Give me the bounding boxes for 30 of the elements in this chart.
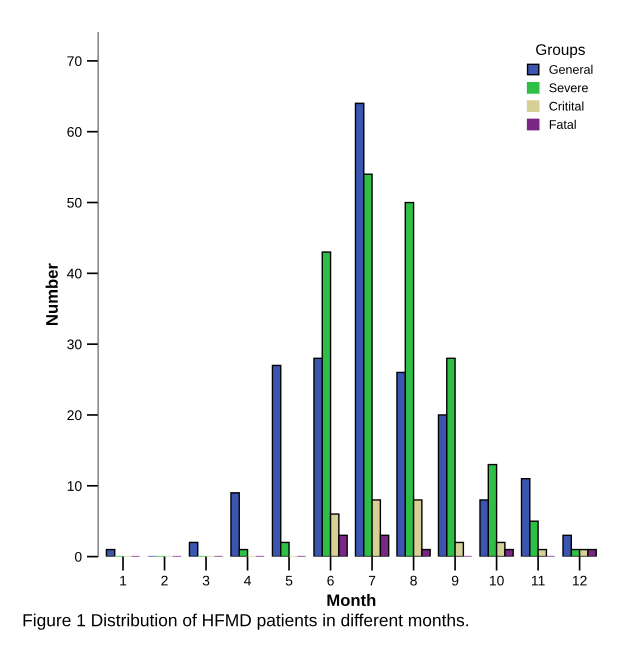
legend-label: General xyxy=(549,64,592,74)
x-tick-label: 5 xyxy=(286,576,292,586)
x-tick-label: 11 xyxy=(532,576,545,586)
x-tick-label: 3 xyxy=(202,576,210,586)
x-tick-label: 6 xyxy=(327,576,334,586)
y-tick-label: 40 xyxy=(67,268,82,278)
y-axis-title: Number xyxy=(46,263,58,325)
y-tick-label: 30 xyxy=(67,339,82,350)
x-tick-label: 1 xyxy=(120,576,126,586)
x-tick-label: 9 xyxy=(452,576,458,586)
y-tick-label: 0 xyxy=(74,552,82,562)
legend-label: Fatal xyxy=(550,120,576,129)
x-tick-label: 2 xyxy=(161,576,168,586)
x-tick-label: 12 xyxy=(572,576,587,586)
y-tick-label: 70 xyxy=(67,56,82,66)
x-tick-label: 8 xyxy=(410,576,417,586)
legend-label: Critital xyxy=(549,101,584,111)
legend-label: Severe xyxy=(549,83,588,92)
caption: Figure 1 Distribution of HFMD patients in different months. xyxy=(24,614,468,630)
x-axis-title: Month xyxy=(327,594,376,606)
legend-title: Groups xyxy=(536,44,585,58)
y-tick-label: 50 xyxy=(67,198,82,208)
y-tick-label: 10 xyxy=(68,481,82,491)
x-tick-label: 7 xyxy=(368,576,376,586)
bar xyxy=(188,542,198,557)
bar xyxy=(106,548,116,557)
y-tick-label: 20 xyxy=(67,410,82,420)
y-tick-label: 60 xyxy=(67,127,82,137)
x-tick-label: 10 xyxy=(490,576,504,586)
x-tick-label: 4 xyxy=(244,576,251,586)
